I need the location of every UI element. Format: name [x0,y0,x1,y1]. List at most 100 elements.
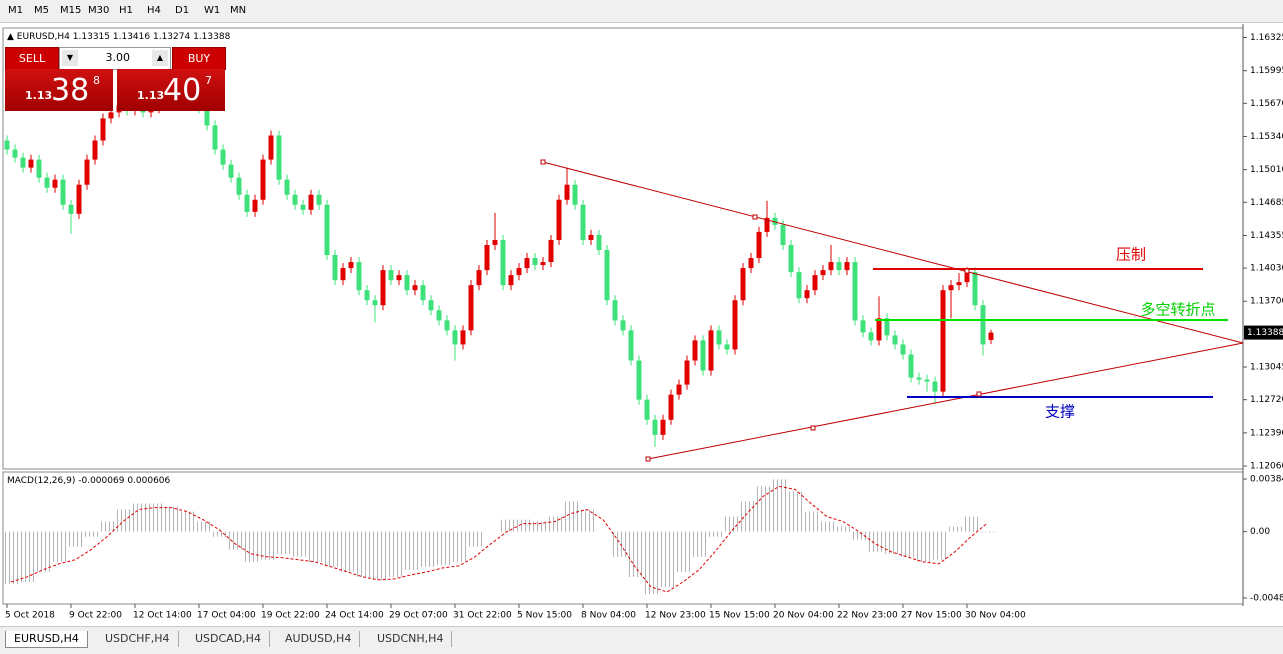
timeframe-button[interactable]: M30 [88,5,110,16]
y-tick-label: -0.00485 [1250,593,1283,603]
candle-body [756,231,762,259]
anchor [810,425,816,431]
macd-bar [707,531,723,537]
candle-body [372,300,378,306]
buy-button[interactable]: BUY [172,47,226,70]
lot-value: 3.00 [105,51,131,64]
candle-body [628,330,634,361]
timeframe-button[interactable]: H1 [119,5,133,16]
chart-tab[interactable]: EURUSD,H4 [5,631,88,648]
macd-bar [195,521,211,532]
candle-body [356,262,362,291]
macd-bar [131,503,147,532]
macd-bar [291,531,307,557]
lot-down[interactable]: ▼ [62,50,78,66]
chart-tab[interactable]: AUDUSD,H4 [277,631,361,647]
macd-bar [851,531,867,540]
candle-body [572,184,578,205]
y-tick-label: 1.13700 [1250,297,1283,307]
timeframe-button[interactable]: W1 [204,5,221,16]
candle-body [28,159,34,168]
candle-body [204,108,210,126]
macd-bar [403,531,419,570]
macd-signal-line [10,485,988,593]
candle-body [876,318,882,341]
macd-bar [323,531,339,567]
macd-bar [803,511,819,532]
macd-bar [227,531,243,550]
last-high: 1.13416 [113,32,150,42]
candle-body [396,275,402,281]
candle-body [244,194,250,212]
timeframe-button[interactable]: MN [230,5,247,16]
candle-body [36,159,42,178]
timeframe-toolbar: M1 M5 M15 M30 H1 H4 D1 W1 MN [0,0,1283,23]
candle-body [988,332,994,340]
macd-bar [243,531,259,562]
candle-body [668,394,674,420]
anchor [976,391,982,397]
arrow: ▲ [7,32,17,42]
macd-bar [339,531,355,572]
chart-tab[interactable]: USDCHF,H4 [97,631,179,647]
macd-bar [19,531,35,582]
symbol: EURUSD,H4 [17,32,70,42]
candle-body [332,255,338,281]
anchor [645,456,651,462]
timeframe-button[interactable]: M1 [8,5,23,16]
price-prefix: 1.13 [137,89,165,102]
macd-bar [147,503,163,532]
candle-body [492,239,498,245]
y-tick-label: 1.14685 [1250,198,1283,208]
candle-body [108,112,114,119]
timeframe-button[interactable]: H4 [147,5,161,16]
macd-bar [867,531,883,552]
macd-bar [179,511,195,532]
lot-up[interactable]: ▲ [152,50,168,66]
candle-body [76,184,82,214]
candle-body [588,234,594,240]
chart-tab[interactable]: USDCNH,H4 [369,631,453,647]
price-prefix: 1.13 [25,89,53,102]
chart-tab[interactable]: USDCAD,H4 [187,631,270,647]
timeframe-button[interactable]: M5 [34,5,49,16]
candle-body [820,270,826,276]
macd-bar [547,516,563,532]
candles [4,90,994,447]
price-fraction: 7 [205,74,212,87]
macd-bar [947,526,963,532]
candle-body [604,250,610,301]
candle-body [932,381,938,392]
timeframe-button[interactable]: D1 [175,5,190,16]
y-tick-label: 1.12060 [1250,461,1283,471]
y-tick-label: 1.15010 [1250,165,1283,175]
macd-bar [387,531,403,577]
candle-body [452,330,458,345]
y-tick-label: 1.15670 [1250,99,1283,109]
candle-body [404,275,410,291]
candle-body [692,340,698,361]
candle-body [476,270,482,286]
candle-body [788,244,794,273]
candle-body [316,194,322,205]
candle-body [580,204,586,240]
timeframe-button[interactable]: M15 [60,5,82,16]
candle-body [764,217,770,232]
x-tick-label: 12 Nov 23:00 [645,611,706,621]
macd-bar [563,501,579,532]
sell-button[interactable]: SELL [5,47,59,70]
y-tick-label: 1.13045 [1250,363,1283,373]
macd-bar [419,531,435,567]
candle-body [388,270,394,281]
y-tick-label: 1.12390 [1250,428,1283,438]
macd-bar [499,519,515,532]
ask-price[interactable]: 1.13 40 7 [117,69,225,111]
candle-body [748,258,754,269]
lot-input[interactable]: ▼ 3.00 ▲ [59,47,171,70]
macd-bar [579,509,595,532]
bid-price[interactable]: 1.13 38 8 [5,69,113,111]
x-tick-label: 24 Oct 14:00 [325,611,384,621]
candle-body [268,135,274,160]
x-tick-label: 27 Nov 15:00 [901,611,962,621]
